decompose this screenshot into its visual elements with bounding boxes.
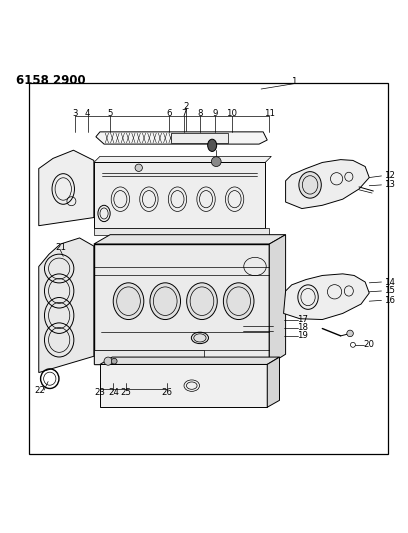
Polygon shape — [94, 235, 286, 244]
Ellipse shape — [186, 283, 217, 320]
Text: 22: 22 — [35, 385, 45, 394]
Bar — [29, 83, 388, 454]
Text: 21: 21 — [55, 243, 66, 252]
Polygon shape — [39, 238, 94, 373]
Polygon shape — [94, 228, 269, 235]
Text: 18: 18 — [297, 323, 308, 332]
Text: 16: 16 — [384, 296, 395, 305]
Polygon shape — [94, 244, 269, 365]
Circle shape — [347, 330, 353, 337]
Text: 9: 9 — [213, 109, 218, 118]
Text: 15: 15 — [384, 286, 395, 295]
Polygon shape — [286, 159, 369, 208]
Ellipse shape — [191, 332, 208, 344]
Ellipse shape — [150, 283, 181, 320]
Text: 1: 1 — [291, 77, 297, 86]
Text: 3: 3 — [73, 109, 78, 118]
Text: 8: 8 — [197, 109, 203, 118]
Ellipse shape — [113, 283, 144, 320]
Text: 20: 20 — [364, 341, 375, 349]
Text: 5: 5 — [107, 109, 113, 118]
Text: 6158 2900: 6158 2900 — [16, 74, 86, 86]
Text: 12: 12 — [384, 172, 395, 181]
Circle shape — [111, 358, 117, 364]
Ellipse shape — [223, 283, 254, 320]
Text: 7: 7 — [182, 109, 187, 118]
Circle shape — [211, 157, 221, 166]
Text: 11: 11 — [264, 109, 275, 118]
Text: 17: 17 — [297, 315, 308, 324]
Text: 6: 6 — [166, 109, 172, 118]
Polygon shape — [100, 357, 279, 365]
Text: 10: 10 — [226, 109, 237, 118]
Circle shape — [104, 357, 112, 365]
Polygon shape — [100, 365, 267, 407]
Polygon shape — [94, 350, 204, 365]
Bar — [171, 133, 228, 143]
Text: 2: 2 — [183, 102, 188, 111]
Ellipse shape — [299, 172, 322, 198]
Text: 24: 24 — [108, 387, 119, 397]
Text: 14: 14 — [384, 278, 395, 287]
Polygon shape — [284, 274, 369, 320]
Text: 23: 23 — [95, 387, 105, 397]
Polygon shape — [39, 150, 94, 225]
Text: 4: 4 — [85, 109, 91, 118]
Polygon shape — [96, 132, 267, 144]
Text: 26: 26 — [162, 387, 173, 397]
Ellipse shape — [135, 164, 142, 172]
Polygon shape — [267, 357, 279, 407]
Polygon shape — [94, 156, 271, 163]
Text: 19: 19 — [297, 332, 308, 341]
Text: 13: 13 — [384, 180, 395, 189]
Polygon shape — [94, 163, 265, 228]
Polygon shape — [269, 235, 286, 365]
Ellipse shape — [208, 139, 217, 151]
Text: 25: 25 — [120, 387, 131, 397]
